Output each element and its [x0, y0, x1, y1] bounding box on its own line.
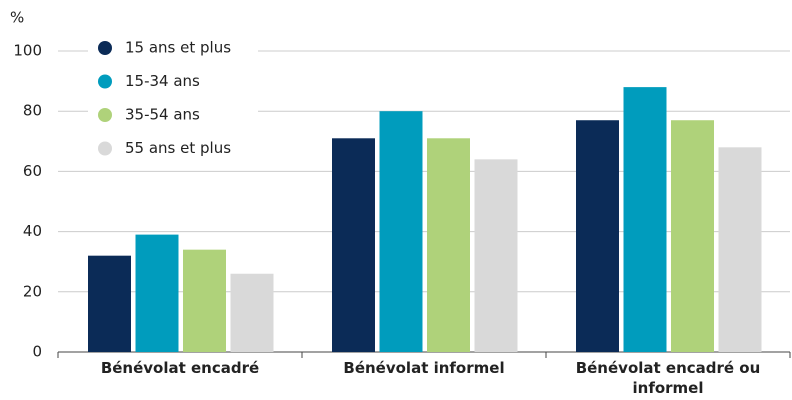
bar — [718, 147, 762, 352]
x-tick-label: Bénévolat encadré — [100, 359, 260, 377]
y-tick-label: 80 — [23, 102, 42, 120]
y-axis-label: % — [10, 9, 24, 27]
legend-marker — [98, 108, 112, 122]
bar — [474, 159, 518, 352]
bar — [88, 255, 131, 352]
bar — [332, 138, 375, 352]
y-tick-label: 100 — [13, 42, 42, 60]
bar — [671, 120, 714, 352]
legend-marker — [98, 74, 112, 89]
bar — [379, 111, 423, 352]
legend-label: 15-34 ans — [125, 72, 200, 90]
y-tick-label: 40 — [23, 222, 42, 240]
legend-background — [88, 32, 258, 164]
x-tick-label: Bénévolat encadré ou informel — [575, 359, 761, 397]
bar — [623, 87, 667, 353]
bar — [427, 138, 470, 352]
legend-marker — [98, 141, 112, 156]
bar — [230, 273, 274, 352]
legend-label: 35-54 ans — [125, 106, 200, 124]
bar — [135, 234, 179, 352]
y-tick-label: 20 — [23, 282, 42, 300]
legend-marker — [98, 41, 112, 55]
bar — [183, 249, 226, 352]
y-tick-label: 60 — [23, 162, 42, 180]
y-tick-label: 0 — [32, 343, 42, 361]
legend-label: 55 ans et plus — [125, 139, 231, 157]
x-tick-label: Bénévolat informel — [343, 359, 505, 377]
legend-label: 15 ans et plus — [125, 39, 231, 57]
bar — [576, 120, 619, 352]
